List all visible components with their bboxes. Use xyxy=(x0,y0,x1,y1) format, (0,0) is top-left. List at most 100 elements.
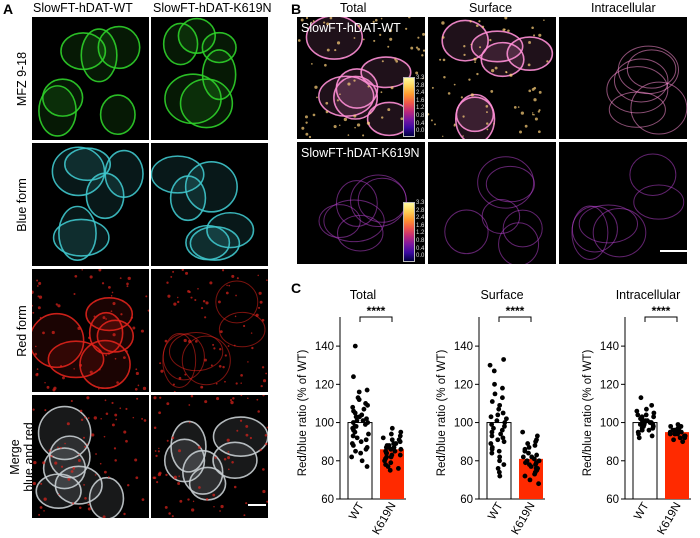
speckle xyxy=(266,500,268,503)
cell-membrane xyxy=(38,85,77,137)
speckle xyxy=(130,316,134,319)
data-point xyxy=(667,431,673,437)
panel-b-colorbar xyxy=(403,77,415,137)
panel-a-micrograph-r4-c2 xyxy=(151,395,268,518)
speckle xyxy=(485,105,489,108)
cell-body xyxy=(171,422,206,471)
data-point xyxy=(672,431,678,437)
speckle xyxy=(114,459,117,462)
speckle xyxy=(325,101,329,105)
speckle xyxy=(213,347,216,350)
speckle xyxy=(82,436,86,439)
panel-b-letter: B xyxy=(291,1,302,17)
speckle xyxy=(37,285,39,287)
cell-membrane xyxy=(170,420,207,473)
speckle xyxy=(308,135,312,139)
cell-body xyxy=(203,33,236,62)
speckle xyxy=(115,418,118,421)
speckle xyxy=(305,17,309,20)
speckle xyxy=(70,399,73,403)
cell-membrane xyxy=(169,175,207,222)
speckle xyxy=(329,17,333,20)
data-point xyxy=(677,435,683,441)
micrograph-drawing xyxy=(51,146,144,262)
speckle xyxy=(546,60,549,63)
speckle xyxy=(66,422,70,426)
speckle xyxy=(415,71,419,75)
speckle xyxy=(113,447,117,450)
x-tick-label: WT xyxy=(486,501,505,522)
speckle xyxy=(52,388,56,392)
cell-body xyxy=(99,27,139,68)
speckle xyxy=(460,96,464,99)
speckle xyxy=(38,295,43,299)
cell-membrane xyxy=(323,199,385,243)
speckle xyxy=(216,397,220,401)
data-point xyxy=(492,391,498,397)
panel-a-row-label-line: MFZ 9-18 xyxy=(15,51,29,106)
y-axis-label: Red/blue ratio (% of WT) xyxy=(582,350,594,477)
speckle xyxy=(233,485,237,489)
speckle xyxy=(190,395,194,398)
ratio-image-drawing xyxy=(571,153,685,260)
data-point xyxy=(360,418,366,424)
speckle xyxy=(422,77,424,80)
speckle xyxy=(57,446,59,449)
speckle xyxy=(478,20,481,23)
cell-membrane xyxy=(633,184,685,220)
data-point xyxy=(526,445,532,450)
speckle xyxy=(187,290,190,293)
speckle xyxy=(72,467,76,470)
speckle xyxy=(101,282,105,285)
speckle xyxy=(103,470,107,474)
panel-a-micrograph-r3-c2 xyxy=(151,269,268,392)
cell-body xyxy=(368,103,410,135)
data-point xyxy=(500,385,505,391)
speckle xyxy=(137,384,140,387)
speckle xyxy=(121,325,124,328)
speckle xyxy=(538,33,542,37)
speckle xyxy=(442,135,444,137)
colorbar-tick-label: 3.3 xyxy=(416,75,425,81)
y-tick-label: 100 xyxy=(454,418,473,430)
data-point xyxy=(354,435,360,441)
speckle xyxy=(91,433,95,437)
speckle xyxy=(183,338,187,343)
data-point xyxy=(523,460,528,466)
speckle xyxy=(326,48,330,52)
significance-stars: **** xyxy=(652,304,671,318)
speckle xyxy=(219,330,223,334)
ratio-image-drawing xyxy=(297,17,425,139)
speckle xyxy=(74,274,78,278)
speckle xyxy=(215,382,218,385)
speckle xyxy=(531,26,534,30)
speckle xyxy=(336,41,341,45)
data-point xyxy=(525,441,531,446)
cell-membrane xyxy=(37,405,92,461)
data-point xyxy=(358,439,364,445)
x-tick-label: K619N xyxy=(656,501,684,537)
data-point xyxy=(380,435,386,441)
cell-body xyxy=(44,448,85,488)
speckle xyxy=(38,513,41,516)
y-tick-label: 120 xyxy=(315,379,334,391)
cell-membrane xyxy=(212,441,258,480)
speckle xyxy=(463,53,466,56)
speckle xyxy=(261,318,265,322)
data-point xyxy=(522,448,528,454)
cell-membrane xyxy=(151,155,205,194)
speckle xyxy=(171,436,175,440)
speckle xyxy=(264,433,268,437)
speckle xyxy=(111,423,115,427)
cell-membrane xyxy=(48,435,91,479)
speckle xyxy=(99,462,102,465)
cell-body xyxy=(98,320,133,352)
speckle xyxy=(57,304,61,308)
panel-b-ratio-image-r2-c2 xyxy=(428,142,556,264)
data-point xyxy=(359,458,365,464)
speckle xyxy=(111,401,114,405)
cell-membrane xyxy=(318,204,361,238)
speckle xyxy=(112,333,116,337)
speckle xyxy=(356,123,361,127)
panel-a-micrograph-r1-c2 xyxy=(151,17,268,140)
